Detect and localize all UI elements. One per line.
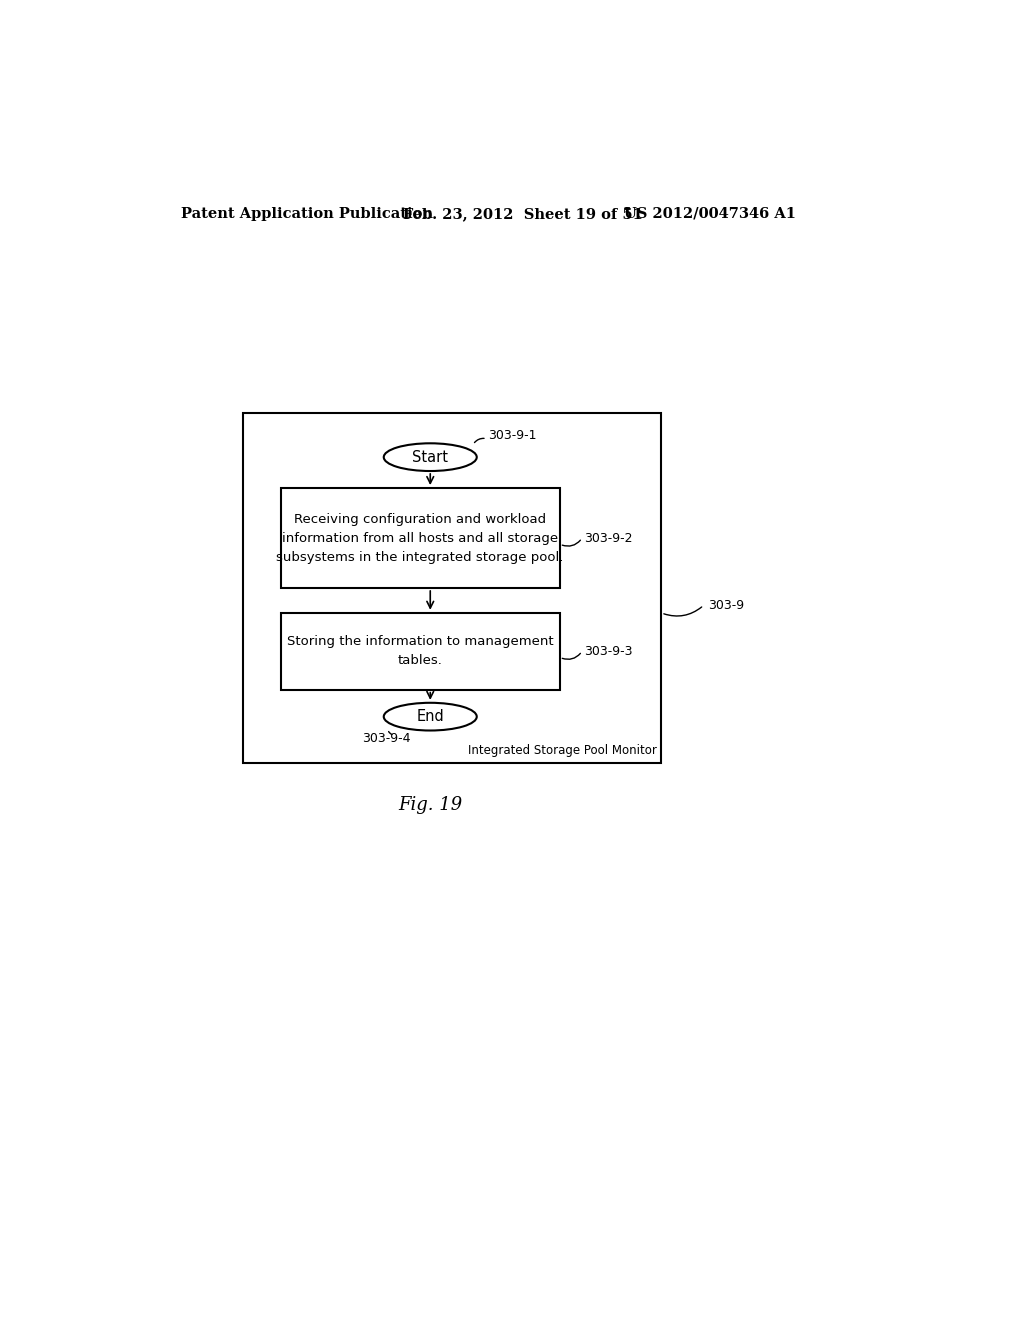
Text: End: End <box>417 709 444 725</box>
Text: Integrated Storage Pool Monitor: Integrated Storage Pool Monitor <box>468 743 656 756</box>
Text: Start: Start <box>413 450 449 465</box>
Ellipse shape <box>384 444 477 471</box>
Bar <box>281 612 560 689</box>
Text: Fig. 19: Fig. 19 <box>398 796 463 814</box>
Text: Feb. 23, 2012  Sheet 19 of 51: Feb. 23, 2012 Sheet 19 of 51 <box>403 207 643 220</box>
Text: Storing the information to management
tables.: Storing the information to management ta… <box>287 635 554 667</box>
Text: 303-9-3: 303-9-3 <box>585 644 633 657</box>
Text: 303-9-4: 303-9-4 <box>362 731 411 744</box>
Text: Patent Application Publication: Patent Application Publication <box>180 207 433 220</box>
Ellipse shape <box>384 702 477 730</box>
Text: 303-9-1: 303-9-1 <box>488 429 537 442</box>
Bar <box>243 412 662 763</box>
Text: 303-9-2: 303-9-2 <box>585 532 633 545</box>
Bar <box>281 488 560 589</box>
Text: Receiving configuration and workload
information from all hosts and all storage
: Receiving configuration and workload inf… <box>276 512 564 564</box>
Text: 303-9: 303-9 <box>708 599 743 611</box>
Text: US 2012/0047346 A1: US 2012/0047346 A1 <box>624 207 796 220</box>
